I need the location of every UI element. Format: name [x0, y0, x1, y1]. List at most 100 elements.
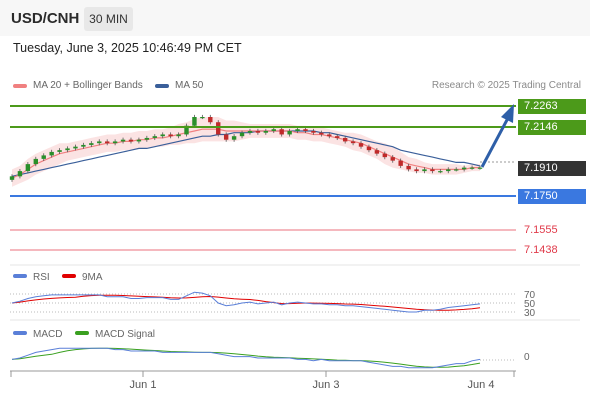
macd-zero-label: 0: [524, 352, 530, 363]
ma50-legend-swatch: [155, 84, 169, 88]
candle-body: [168, 134, 173, 137]
candle-body: [184, 125, 189, 135]
candle-body: [422, 169, 427, 172]
candle-body: [350, 141, 356, 144]
rsi-line: [11, 291, 481, 313]
candle-body: [327, 134, 332, 137]
candle-body: [9, 176, 15, 180]
candle-body: [454, 169, 459, 171]
candle-body: [446, 169, 451, 172]
candle-body: [398, 160, 403, 166]
rsi-level-50: 50: [524, 299, 536, 310]
candle-body: [120, 139, 126, 142]
candle-body: [25, 164, 31, 172]
support-1-label: 7.1555: [524, 224, 558, 236]
rsi-legend-swatch: [13, 274, 27, 278]
candle-body: [390, 157, 395, 161]
candle-body: [223, 134, 229, 140]
candle-body: [176, 134, 181, 137]
candle-body: [89, 143, 94, 145]
candle-body: [295, 129, 300, 131]
ma50-legend-label: MA 50: [175, 80, 204, 91]
bollinger-band-area: [12, 117, 480, 187]
macd-lines: [11, 347, 481, 369]
x-tick-label-jun3: Jun 3: [313, 379, 340, 391]
candle-body: [430, 169, 435, 172]
candle-body: [152, 136, 157, 138]
candle-body: [279, 129, 284, 135]
candle-body: [81, 144, 86, 147]
ma20-legend-swatch: [13, 84, 27, 88]
macd-signal-legend-label: MACD Signal: [95, 329, 155, 340]
candle-body: [414, 169, 419, 172]
candle-body: [342, 137, 348, 142]
projection-arrow-line: [480, 117, 510, 168]
macd-legend-swatch: [13, 331, 27, 335]
ma20-legend-label: MA 20 + Bollinger Bands: [33, 80, 143, 91]
support-2-label: 7.1438: [524, 244, 558, 256]
projection-arrow-head: [501, 104, 514, 123]
timeframe-button[interactable]: 30 MIN: [84, 7, 133, 31]
current-price-label: 7.1910: [518, 161, 586, 176]
candle-body: [160, 134, 165, 137]
bollinger-band: [12, 117, 480, 187]
candle-body: [104, 141, 110, 144]
rsi-level-70: 70: [524, 290, 536, 301]
rsi-ma-legend-label: 9MA: [82, 272, 103, 283]
candle-body: [128, 139, 134, 142]
candle-body: [382, 153, 388, 158]
resistance-1-label: 7.2146: [518, 120, 586, 135]
candle-body: [311, 130, 316, 133]
candle-body: [208, 116, 213, 123]
candle-body: [144, 137, 150, 140]
candle-body: [358, 143, 364, 147]
x-tick-label-jun1: Jun 1: [130, 379, 157, 391]
candle-body: [239, 132, 245, 137]
rsi-ma-legend-swatch: [62, 274, 76, 278]
candle-body: [41, 155, 46, 159]
candle-body: [477, 167, 483, 169]
candle-body: [406, 165, 411, 170]
candle-body: [374, 150, 380, 154]
candle-body: [438, 171, 443, 173]
ma50-line: [11, 130, 481, 177]
candle-body: [319, 132, 324, 135]
candle-body: [200, 116, 205, 119]
candle-body: [335, 136, 340, 138]
pivot-label: 7.1750: [518, 189, 586, 204]
symbol-title: USD/CNH: [11, 10, 80, 27]
candle-body: [112, 141, 118, 144]
macd-legend-label: MACD: [33, 329, 62, 340]
rsi-legend-label: RSI: [33, 272, 50, 283]
candlesticks: [9, 114, 483, 182]
macd-line: [11, 347, 481, 369]
candle-body: [469, 167, 475, 169]
candle-body: [17, 171, 23, 177]
candle-body: [216, 122, 221, 135]
copyright-text: Research © 2025 Trading Central: [431, 80, 581, 91]
macd-signal-legend-swatch: [75, 331, 89, 335]
macd-signal-line: [11, 347, 481, 368]
candle-body: [271, 129, 276, 131]
rsi-level-30: 30: [524, 308, 536, 319]
chart-header: USD/CNH 30 MIN: [0, 0, 590, 36]
x-tick-label-jun4: Jun 4: [468, 379, 495, 391]
candle-body: [303, 129, 308, 131]
candle-body: [247, 130, 253, 133]
candle-body: [366, 146, 372, 151]
candle-body: [461, 167, 467, 170]
candle-body: [65, 148, 70, 151]
rsi-ma-line: [11, 294, 481, 311]
candle-body: [49, 151, 54, 156]
candle-body: [255, 130, 261, 133]
candle-body: [73, 146, 78, 149]
candle-body: [136, 139, 142, 142]
candle-body: [57, 150, 62, 152]
candle-body: [97, 141, 102, 144]
chart-timestamp: Tuesday, June 3, 2025 10:46:49 PM CET: [13, 41, 242, 55]
candle-body: [231, 136, 237, 140]
candle-body: [263, 130, 269, 133]
candle-body: [287, 130, 292, 135]
candle-body: [192, 116, 197, 126]
